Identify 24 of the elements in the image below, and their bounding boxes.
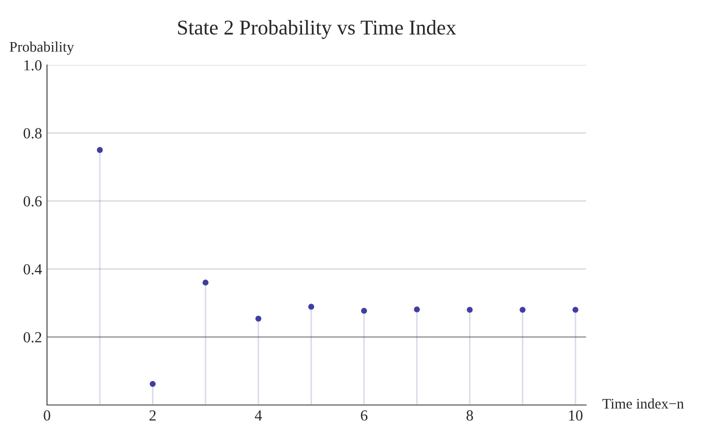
x-tick-label: 6	[360, 410, 368, 421]
y-tick-label: 1.0	[24, 60, 42, 71]
point	[572, 306, 578, 313]
point	[520, 306, 526, 313]
x-tick-label: 8	[466, 410, 473, 421]
y-tick-label: 0.6	[24, 196, 42, 207]
x-tick-label: 2	[150, 410, 156, 420]
point	[255, 316, 262, 322]
point	[466, 306, 473, 313]
x-tick-label: 10	[569, 410, 582, 421]
x-tick-label: 0	[44, 410, 50, 421]
y-tick-label: 0.4	[24, 264, 42, 275]
x-axis-title: Time index−n	[602, 398, 684, 409]
y-tick-label: 0.2	[24, 332, 42, 343]
point	[361, 308, 368, 314]
x-tick-label: 4	[254, 410, 262, 420]
point	[414, 306, 420, 312]
point	[150, 380, 156, 387]
chart-title: State 2 Probability vs Time Index	[178, 20, 456, 39]
point	[202, 280, 208, 286]
point	[308, 304, 314, 310]
point	[96, 147, 103, 153]
y-tick-label: 0.8	[24, 128, 42, 139]
y-axis-title: Probability	[10, 42, 74, 55]
